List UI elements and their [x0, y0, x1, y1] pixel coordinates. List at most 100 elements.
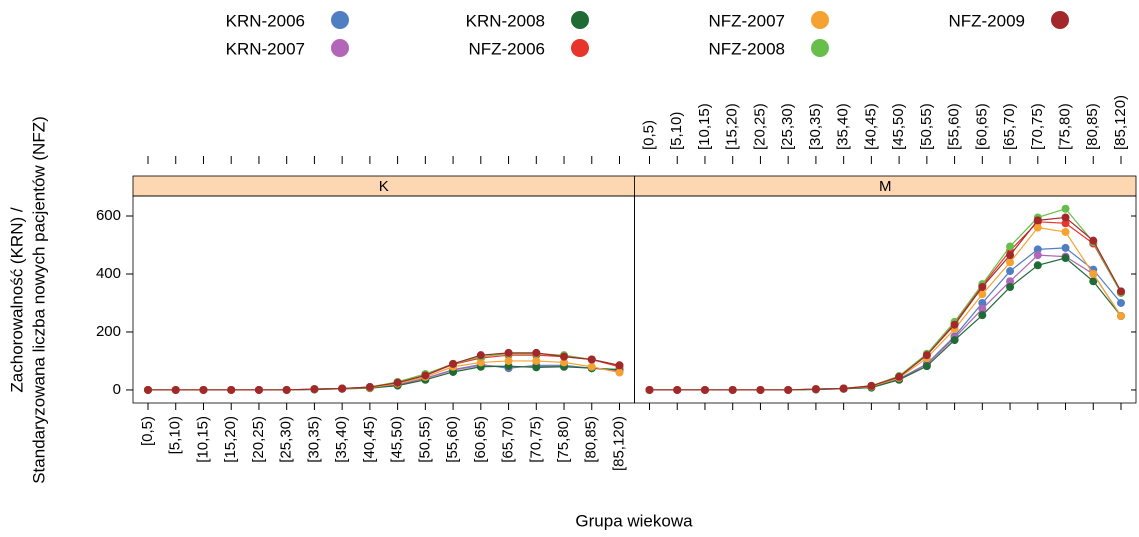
x-tick-label: [60,65) [973, 103, 990, 150]
point [645, 385, 654, 394]
legend-label: NFZ-2006 [468, 39, 545, 58]
x-tick-label: [50,55) [918, 103, 935, 150]
point [171, 385, 180, 394]
point [1061, 254, 1070, 263]
point [1006, 242, 1015, 251]
point [1089, 277, 1098, 286]
point [1033, 216, 1042, 225]
x-axis-label: Grupa wiekowa [575, 511, 693, 530]
legend-marker [571, 39, 589, 57]
point [1117, 298, 1125, 307]
panel-frame [132, 195, 635, 404]
point [615, 368, 624, 377]
x-tick-label: [20,25) [250, 416, 267, 463]
x-tick-label: [15,20) [724, 103, 741, 150]
point [504, 356, 513, 365]
point [922, 351, 931, 360]
point [839, 384, 848, 393]
x-tick-label: [70,75) [527, 416, 544, 463]
point [1033, 245, 1042, 254]
point [476, 351, 485, 360]
legend-marker [571, 11, 589, 29]
point [950, 320, 959, 329]
x-tick-label: [0,5) [139, 416, 156, 446]
point [254, 385, 263, 394]
legend-marker [331, 39, 349, 57]
point [504, 348, 513, 357]
series-line [649, 216, 1122, 391]
x-tick-label: [50,55) [416, 416, 433, 463]
y-tick-label: 400 [96, 265, 121, 282]
point [700, 385, 709, 394]
point [1006, 277, 1015, 286]
x-tick-label: [35,40) [333, 416, 350, 463]
x-tick-label: [65,70) [1001, 103, 1018, 150]
series-line [148, 352, 620, 391]
point [1061, 243, 1070, 252]
point [673, 385, 682, 394]
point [1117, 312, 1125, 321]
y-axis-label: Standaryzowana liczba nowych pacjentów (… [29, 116, 48, 484]
x-tick-label: [80,85) [583, 416, 600, 463]
x-tick-label: [30,35) [305, 416, 322, 463]
legend-label: KRN-2007 [226, 39, 305, 58]
point [310, 385, 319, 394]
point [1006, 267, 1015, 276]
point [1117, 287, 1125, 296]
x-tick-label: [70,75) [1029, 103, 1046, 150]
panel-title: K [379, 178, 389, 195]
point [449, 359, 458, 368]
x-tick-label: [20,25) [751, 103, 768, 150]
point [199, 385, 208, 394]
x-tick-label: [25,30) [278, 416, 295, 463]
point [1061, 204, 1070, 213]
point [728, 385, 737, 394]
x-tick-label: [55,60) [444, 416, 461, 463]
x-tick-label: [30,35) [807, 103, 824, 150]
point [532, 356, 541, 365]
x-tick-label: [60,65) [472, 416, 489, 463]
point [922, 362, 931, 371]
series-line [148, 365, 620, 391]
y-tick-label: 600 [96, 207, 121, 224]
legend-label: KRN-2006 [226, 11, 305, 30]
x-tick-label: [35,40) [835, 103, 852, 150]
point [560, 358, 569, 367]
x-tick-label: [75,80) [555, 416, 572, 463]
point [476, 358, 485, 367]
x-tick-label: [40,45) [361, 416, 378, 463]
point [587, 362, 596, 371]
legend-marker [331, 11, 349, 29]
point [532, 363, 541, 372]
point [978, 311, 987, 320]
point [1061, 213, 1070, 222]
series-line [649, 221, 1122, 391]
point [227, 385, 236, 394]
point [811, 385, 820, 394]
x-tick-label: [40,45) [862, 103, 879, 150]
point [587, 355, 596, 364]
x-tick-label: [75,80) [1056, 103, 1073, 150]
point [1089, 269, 1098, 278]
x-tick-label: [65,70) [500, 416, 517, 463]
x-tick-label: [55,60) [946, 103, 963, 150]
y-tick-label: 0 [113, 381, 121, 398]
point [615, 361, 624, 370]
x-tick-label: [15,20) [222, 416, 239, 463]
point [338, 384, 347, 393]
point [978, 290, 987, 299]
point [532, 348, 541, 357]
point [1006, 258, 1015, 267]
series-line [649, 208, 1122, 391]
x-tick-label: [10,15) [194, 416, 211, 463]
point [560, 352, 569, 361]
x-tick-label: [10,15) [696, 103, 713, 150]
series-line [649, 247, 1122, 391]
y-axis-label: Zachorowalność (KRN) / [7, 207, 26, 392]
legend-label: NFZ-2008 [708, 39, 785, 58]
legend-marker [811, 39, 829, 57]
x-tick-label: [45,50) [389, 416, 406, 463]
series-line [649, 226, 1122, 391]
